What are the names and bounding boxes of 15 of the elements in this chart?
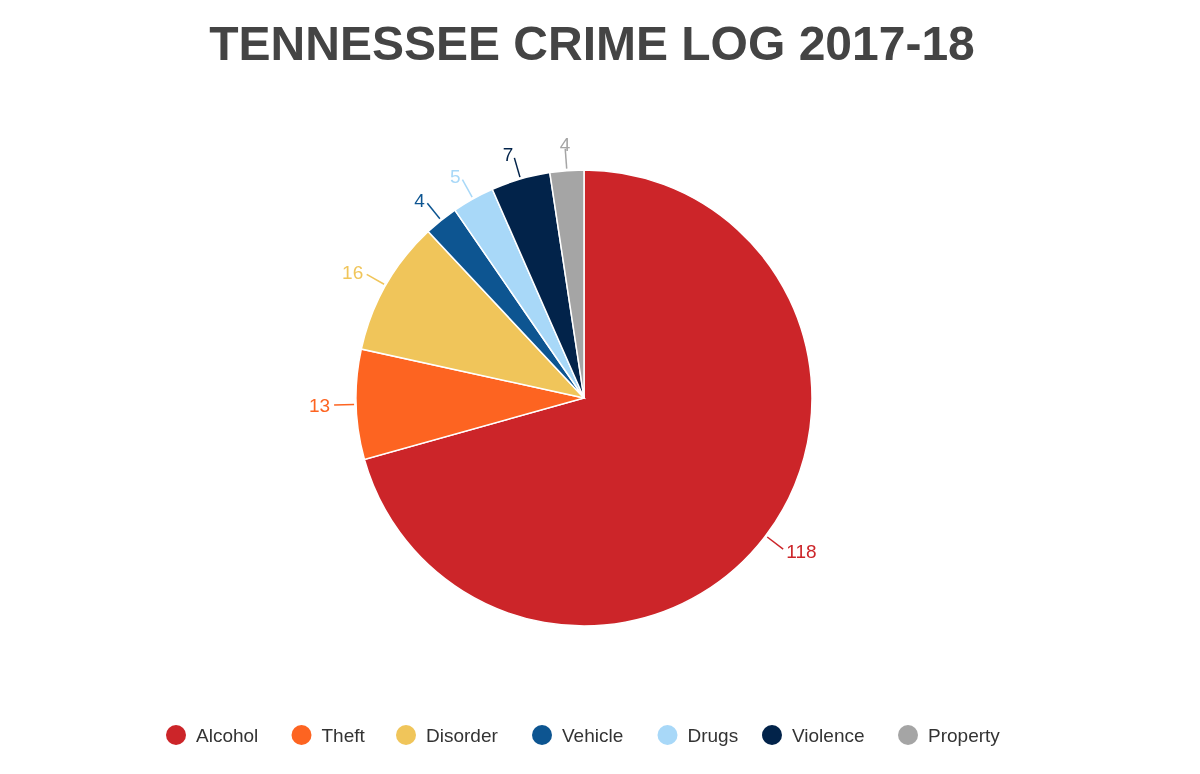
data-label: 5 (449, 165, 461, 187)
legend-label: Violence (792, 724, 865, 746)
legend-label: Disorder (426, 724, 499, 746)
legend-label: Property (928, 724, 1001, 746)
data-label: 7 (502, 143, 514, 165)
data-label: 16 (342, 262, 364, 284)
legend-label: Drugs (687, 724, 739, 746)
chart-title: TENNESSEE CRIME LOG 2017-18 (209, 17, 975, 70)
legend-label: Alcohol (196, 724, 259, 746)
data-label: 4 (414, 189, 426, 211)
data-label: 4 (559, 134, 571, 156)
legend-label: Vehicle (562, 724, 624, 746)
data-label: 118 (786, 541, 817, 563)
data-label: 13 (308, 394, 331, 416)
legend-label: Theft (321, 724, 366, 746)
